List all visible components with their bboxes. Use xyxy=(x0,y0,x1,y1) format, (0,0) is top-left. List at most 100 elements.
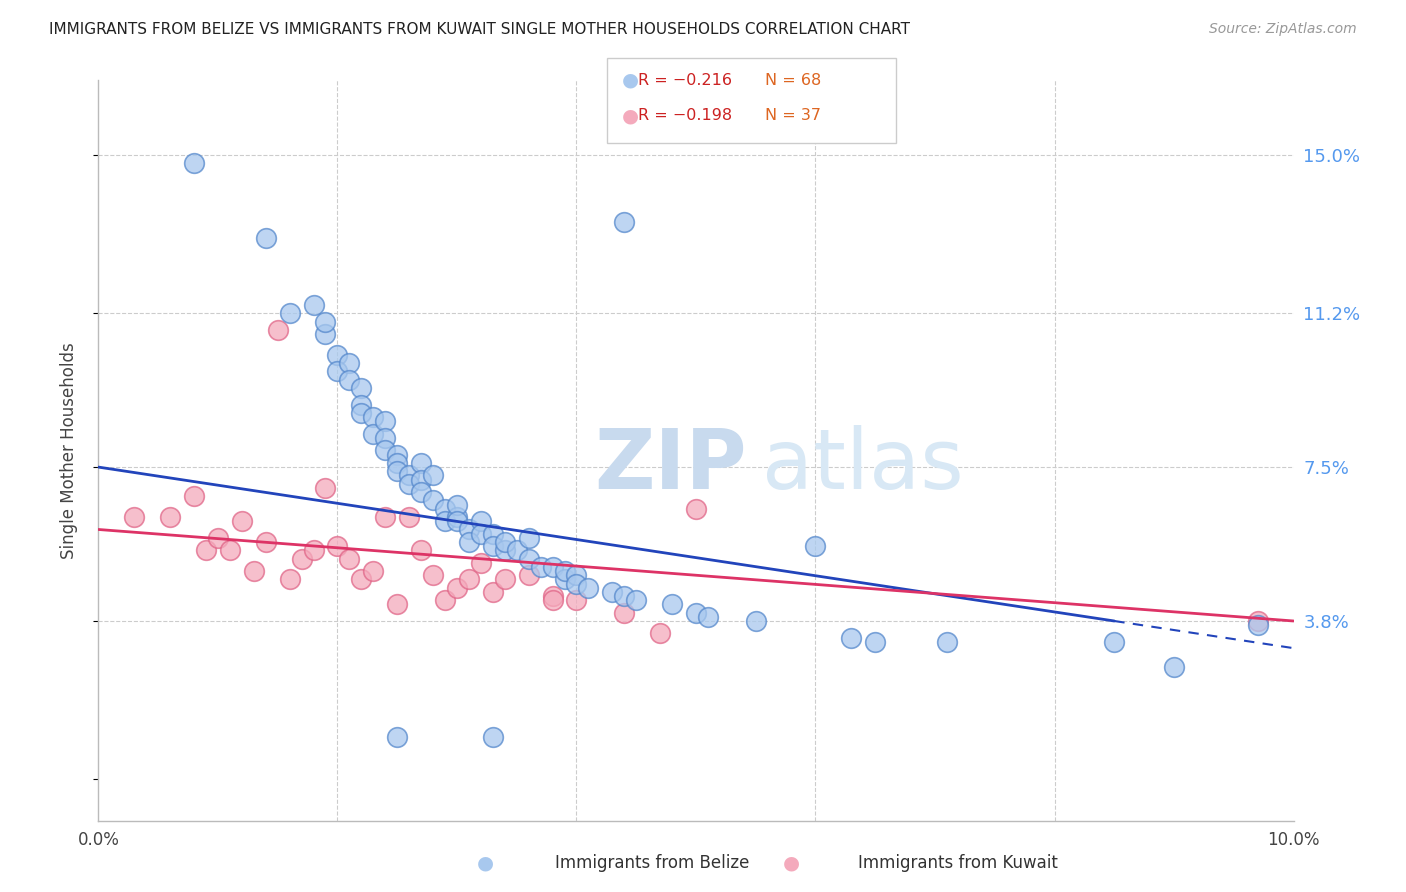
Point xyxy=(613,589,636,603)
Point xyxy=(482,526,505,541)
Point xyxy=(602,585,624,599)
Point xyxy=(697,610,720,624)
Point xyxy=(446,581,468,595)
Point xyxy=(804,539,827,553)
Point xyxy=(458,573,481,587)
Point xyxy=(195,543,218,558)
Point xyxy=(339,373,361,387)
Point xyxy=(936,634,959,648)
Text: IMMIGRANTS FROM BELIZE VS IMMIGRANTS FROM KUWAIT SINGLE MOTHER HOUSEHOLDS CORREL: IMMIGRANTS FROM BELIZE VS IMMIGRANTS FRO… xyxy=(49,22,910,37)
Point xyxy=(565,576,588,591)
Point xyxy=(398,476,420,491)
Point xyxy=(350,573,373,587)
Point xyxy=(411,473,433,487)
Point xyxy=(411,543,433,558)
Point xyxy=(183,156,205,170)
Text: ●: ● xyxy=(621,70,638,90)
Point xyxy=(565,568,588,582)
Point xyxy=(541,593,564,607)
Point xyxy=(363,426,385,441)
Point xyxy=(374,414,396,428)
Text: N = 37: N = 37 xyxy=(765,109,821,123)
Text: R = −0.216: R = −0.216 xyxy=(638,73,733,87)
Point xyxy=(613,606,636,620)
Point xyxy=(470,526,492,541)
Point xyxy=(470,556,492,570)
Point xyxy=(446,498,468,512)
Point xyxy=(1163,659,1185,673)
Point xyxy=(482,731,505,745)
Point xyxy=(494,573,516,587)
Point xyxy=(554,573,576,587)
Point xyxy=(385,456,409,470)
Point xyxy=(254,231,277,245)
Point xyxy=(219,543,242,558)
Point xyxy=(374,443,396,458)
Point xyxy=(458,523,481,537)
Point xyxy=(1247,614,1270,628)
Point xyxy=(374,510,396,524)
Point xyxy=(124,510,146,524)
Point xyxy=(517,551,540,566)
Point xyxy=(183,489,205,503)
Point xyxy=(517,531,540,545)
Point xyxy=(411,456,433,470)
Point xyxy=(350,381,373,395)
Point xyxy=(530,560,553,574)
Point xyxy=(578,581,600,595)
Point xyxy=(494,543,516,558)
Point xyxy=(446,514,468,528)
Point xyxy=(278,573,301,587)
Point xyxy=(398,468,420,483)
Point xyxy=(1247,618,1270,632)
Point xyxy=(315,314,337,328)
Point xyxy=(385,731,409,745)
Point xyxy=(422,568,444,582)
Point xyxy=(841,631,863,645)
Point xyxy=(865,634,887,648)
Text: Source: ZipAtlas.com: Source: ZipAtlas.com xyxy=(1209,22,1357,37)
Point xyxy=(745,614,768,628)
Point xyxy=(302,543,325,558)
Point xyxy=(385,464,409,478)
Point xyxy=(326,348,349,362)
Point xyxy=(315,326,337,341)
Point xyxy=(685,606,707,620)
Text: ●: ● xyxy=(783,854,800,873)
Point xyxy=(326,364,349,378)
Text: Immigrants from Belize: Immigrants from Belize xyxy=(555,855,749,872)
Point xyxy=(434,501,457,516)
Text: ●: ● xyxy=(621,106,638,126)
Point xyxy=(302,298,325,312)
Point xyxy=(613,215,636,229)
Point xyxy=(422,468,444,483)
Point xyxy=(159,510,181,524)
Point xyxy=(267,323,290,337)
Point xyxy=(482,539,505,553)
Point xyxy=(291,551,314,566)
Point xyxy=(411,485,433,500)
Point xyxy=(374,431,396,445)
Point xyxy=(363,410,385,425)
Point xyxy=(517,568,540,582)
Point xyxy=(326,539,349,553)
Point xyxy=(231,514,253,528)
Point xyxy=(541,560,564,574)
Point xyxy=(339,356,361,370)
Point xyxy=(565,593,588,607)
Text: ZIP: ZIP xyxy=(595,425,747,506)
Point xyxy=(541,589,564,603)
Point xyxy=(254,535,277,549)
Point xyxy=(470,514,492,528)
Point xyxy=(661,598,683,612)
Point xyxy=(434,514,457,528)
Point xyxy=(422,493,444,508)
Point xyxy=(278,306,301,320)
Text: ●: ● xyxy=(477,854,494,873)
Point xyxy=(385,598,409,612)
Point xyxy=(350,406,373,420)
Point xyxy=(446,510,468,524)
Point xyxy=(482,585,505,599)
Point xyxy=(650,626,672,640)
Point xyxy=(554,564,576,578)
